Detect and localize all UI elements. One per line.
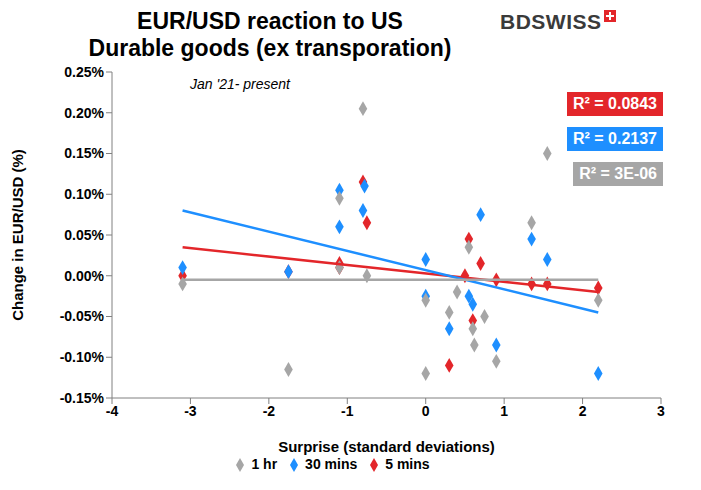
svg-text:0.10%: 0.10% bbox=[64, 186, 104, 202]
html-text:5 mins: 5 mins bbox=[385, 456, 430, 472]
html-text:30 mins: 30 mins bbox=[305, 456, 358, 472]
svg-text:Change in EUR/USD (%): Change in EUR/USD (%) bbox=[9, 149, 26, 321]
svg-text:-1: -1 bbox=[341, 403, 354, 419]
svg-text:0.05%: 0.05% bbox=[64, 227, 104, 243]
html-text:1 hr: 1 hr bbox=[251, 456, 278, 472]
html-text:Durable goods (ex transporatio: Durable goods (ex transporation) bbox=[88, 35, 452, 61]
svg-text:-0.15%: -0.15% bbox=[60, 390, 105, 406]
svg-text:2: 2 bbox=[579, 403, 587, 419]
svg-text:0.20%: 0.20% bbox=[64, 105, 104, 121]
svg-text:3: 3 bbox=[657, 403, 665, 419]
svg-text:-0.10%: -0.10% bbox=[60, 349, 105, 365]
svg-text:Surprise (standard deviations): Surprise (standard deviations) bbox=[278, 438, 495, 455]
svg-text:-0.05%: -0.05% bbox=[60, 308, 105, 324]
svg-text:0.00%: 0.00% bbox=[64, 268, 104, 284]
html-text:R² = 0.2137: R² = 0.2137 bbox=[572, 130, 657, 147]
html-text:R² = 3E-06: R² = 3E-06 bbox=[579, 165, 657, 182]
svg-text:-3: -3 bbox=[184, 403, 197, 419]
svg-text:0: 0 bbox=[422, 403, 430, 419]
svg-text:0.25%: 0.25% bbox=[64, 64, 104, 80]
html-text:BDSWISS: BDSWISS bbox=[500, 10, 602, 33]
svg-text:0.15%: 0.15% bbox=[64, 145, 104, 161]
svg-text:1: 1 bbox=[500, 403, 508, 419]
html-text:Jan '21- present: Jan '21- present bbox=[190, 76, 290, 92]
svg-text:-2: -2 bbox=[263, 403, 276, 419]
html-text:EUR/USD reaction to US: EUR/USD reaction to US bbox=[137, 8, 403, 34]
svg-text:-4: -4 bbox=[106, 403, 119, 419]
html-text:R² = 0.0843: R² = 0.0843 bbox=[572, 95, 657, 112]
